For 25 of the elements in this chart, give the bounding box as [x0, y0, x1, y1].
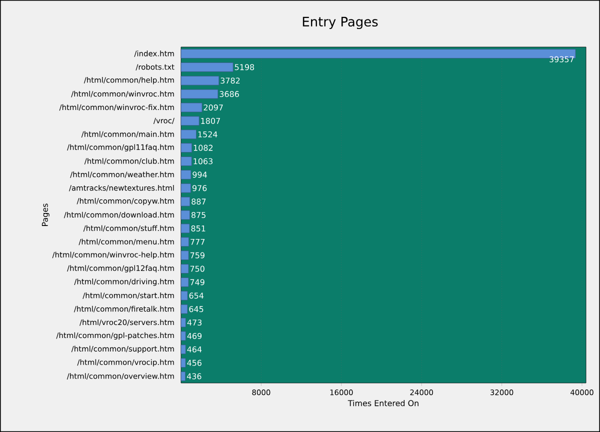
bar	[180, 264, 189, 274]
bar	[180, 210, 190, 220]
bar	[180, 224, 190, 234]
bar	[180, 183, 191, 193]
bar	[180, 156, 192, 166]
bar	[180, 318, 186, 328]
bar	[180, 196, 190, 206]
bar	[180, 372, 186, 381]
bar	[180, 102, 202, 112]
bar	[180, 62, 234, 72]
bar	[180, 170, 192, 180]
bar	[180, 344, 186, 354]
bar	[180, 278, 189, 287]
bar	[180, 304, 188, 314]
bar	[180, 130, 196, 140]
bar	[180, 250, 189, 260]
bar	[180, 143, 192, 152]
bar	[180, 76, 220, 86]
bar	[180, 89, 218, 99]
bar	[180, 358, 186, 368]
bar	[180, 237, 189, 247]
bar	[180, 331, 186, 341]
chart-title: Entry Pages	[302, 16, 378, 30]
bar	[180, 116, 200, 126]
bar	[180, 290, 188, 300]
